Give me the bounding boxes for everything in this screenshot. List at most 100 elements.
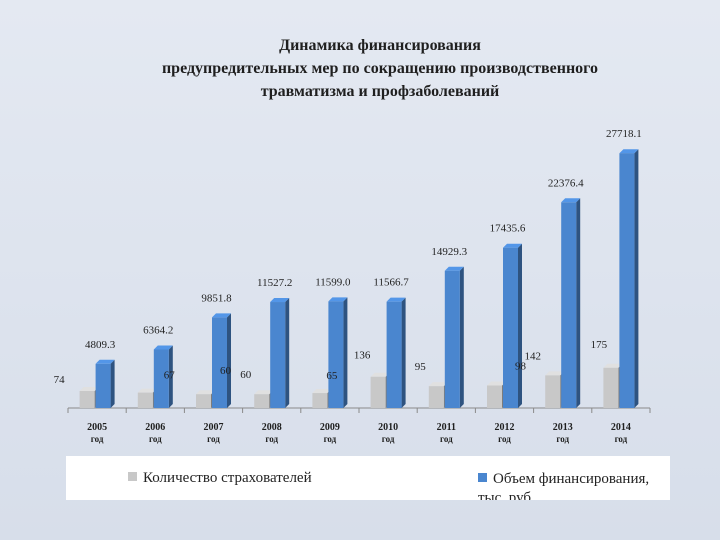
legend-swatch-gray [128,472,137,481]
x-tick-label-year: 2005 [87,422,107,433]
chart-title-line-2: предупредительных мер по сокращению прои… [161,60,599,77]
bar-funding-top [619,149,639,154]
bar-funding-top [444,266,464,271]
bar-insurers-top [603,363,623,368]
x-tick-label-year: 2009 [320,422,340,433]
x-tick-label-year: 2008 [262,422,282,433]
bar-funding [503,247,518,408]
data-label-funding: 14929.3 [431,246,467,258]
data-label-funding: 4809.3 [85,339,116,351]
data-label-insurers: 67 [164,370,176,382]
x-tick-label-year: 2007 [204,422,224,433]
legend-item-insurers: Количество страхователей [128,470,312,487]
x-tick-label-year: 2012 [495,422,515,433]
bar-funding-top [153,345,173,350]
bar-insurers [137,392,153,408]
data-label-insurers: 175 [591,339,608,351]
bar-insurers-top [487,381,506,386]
bar-funding [95,363,111,408]
bar-funding-side [343,297,348,408]
bar-funding-side [518,243,522,408]
bar-funding-side [401,297,406,408]
bar-funding [386,301,402,408]
bar-funding [153,349,169,408]
x-tick-label-year: 2006 [145,422,165,433]
x-tick-label-year: 2013 [553,422,573,433]
legend-label-funding: Объем финансирования, тыс. руб. [478,471,650,500]
bar-funding-side [634,149,639,408]
x-tick-label-suffix: год [382,434,395,444]
bar-funding-top [328,297,348,302]
bar-funding-side [168,345,173,408]
bar-insurers-top [137,388,157,393]
x-tick-label-suffix: год [149,434,162,444]
bar-insurers [254,394,270,408]
bar-funding [328,301,344,408]
chart-title-line-3: травматизма и профзаболеваний [260,83,500,100]
bar-insurers-top [312,389,332,394]
x-tick-label-year: 2011 [437,422,456,433]
bar-insurers [603,367,619,408]
data-label-funding: 11527.2 [257,277,292,289]
x-tick-label-suffix: год [324,434,337,444]
bar-insurers-top [370,372,390,377]
x-tick-label-year: 2014 [611,422,631,433]
bar-funding-side [459,266,464,408]
bar-insurers [370,376,386,408]
bar-funding-top [212,313,231,318]
bar-insurers-top [79,386,99,391]
legend-swatch-blue [478,473,487,482]
bar-insurers-top [428,382,448,387]
bar-funding-side [576,198,581,408]
bar-insurers-top [545,371,565,376]
chart-legend: Количество страхователей Объем финансиро… [66,456,670,500]
bar-funding [561,202,577,408]
chart-title-line-1: Динамика финансирования [279,37,481,54]
bar-insurers [196,394,211,408]
bar-insurers [545,375,561,408]
x-tick-label-suffix: год [556,434,569,444]
data-label-insurers: 98 [515,360,527,372]
data-label-funding: 6364.2 [143,324,173,336]
x-tick-label-suffix: год [498,434,511,444]
data-label-funding: 22376.4 [548,177,584,189]
bar-insurers [428,386,444,408]
bar-funding-top [95,359,115,364]
x-tick-label-suffix: год [615,434,628,444]
data-label-funding: 27718.1 [606,128,642,140]
bar-funding-side [110,359,115,408]
bar-insurers [312,393,328,408]
x-tick-label-year: 2010 [378,422,398,433]
data-label-insurers: 65 [326,370,338,382]
bar-funding-side [227,313,231,408]
data-label-insurers: 74 [54,374,66,386]
bar-insurers-top [254,390,274,395]
legend-item-funding: Объем финансирования, тыс. руб. [478,470,668,500]
bar-funding [270,302,286,408]
data-label-funding: 11599.0 [315,276,351,288]
bar-funding-top [386,297,406,302]
bar-insurers [487,385,502,408]
chart-title: Динамика финансирования предупредительны… [0,34,720,103]
bar-funding [619,153,635,408]
data-label-insurers: 60 [240,369,252,381]
bar-insurers [79,390,95,408]
bar-funding-top [270,298,290,303]
data-label-funding: 9851.8 [201,292,232,304]
data-label-funding: 11566.7 [373,277,409,289]
bar-funding-top [561,198,581,203]
data-label-insurers: 60 [220,365,232,377]
data-label-insurers: 136 [354,350,371,362]
x-tick-label-suffix: год [440,434,453,444]
legend-label-insurers: Количество страхователей [143,470,312,486]
bar-insurers-top [196,390,215,395]
x-tick-label-suffix: год [207,434,220,444]
data-label-funding: 17435.6 [490,223,526,235]
data-label-insurers: 95 [415,361,427,373]
bar-funding-side [285,298,290,408]
x-tick-label-suffix: год [265,434,278,444]
bar-funding [212,317,227,408]
x-tick-label-suffix: год [91,434,104,444]
bar-funding [444,270,460,408]
